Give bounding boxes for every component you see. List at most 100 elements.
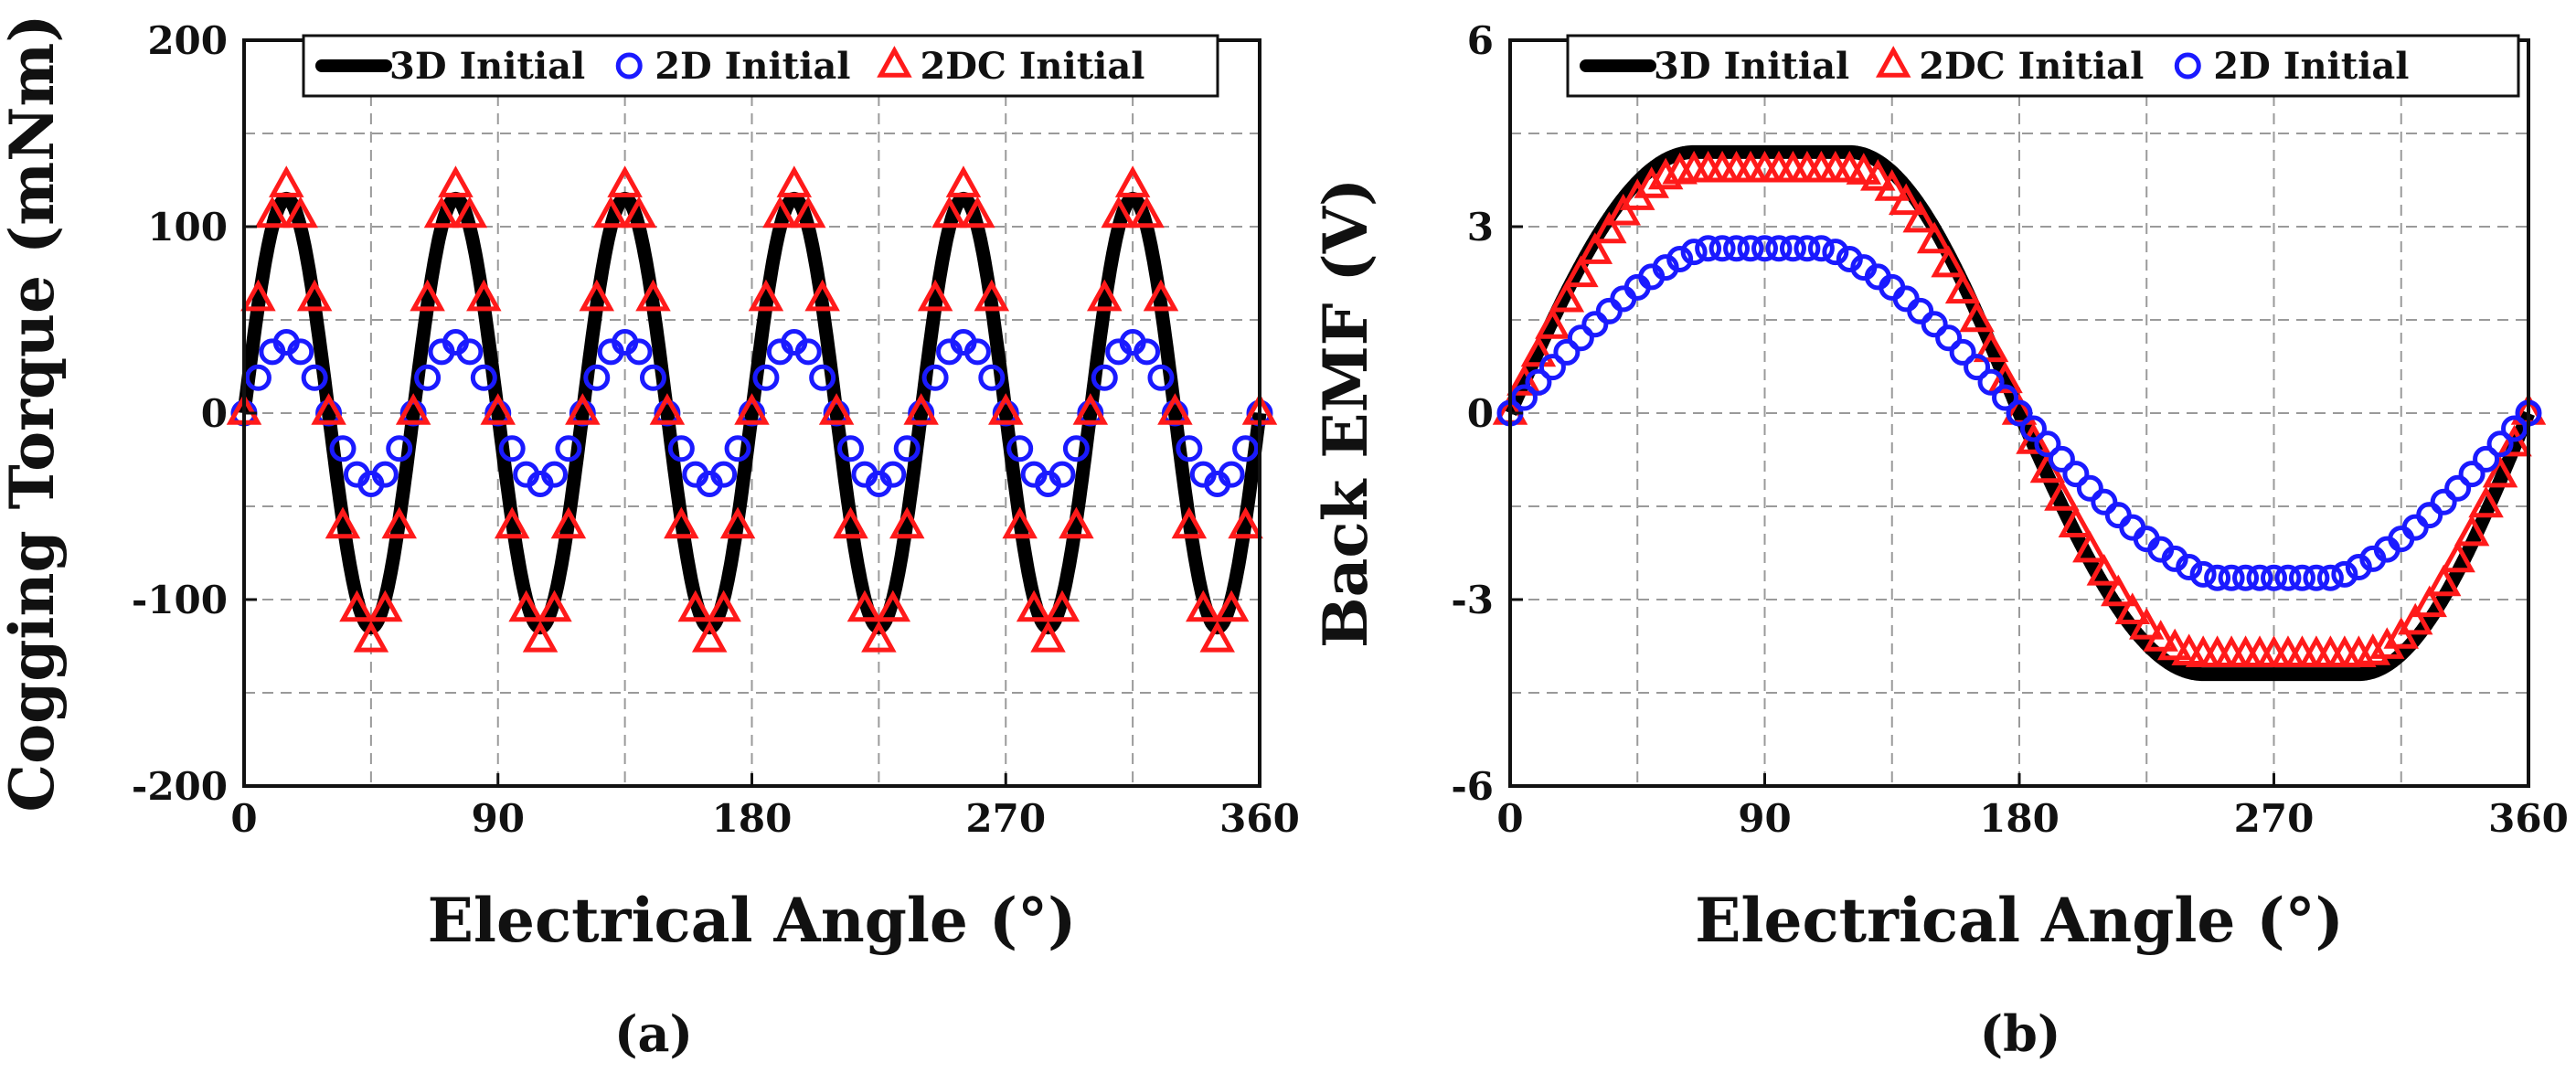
data-point xyxy=(960,196,995,228)
data-point xyxy=(1044,590,1080,622)
data-point xyxy=(381,506,417,539)
data-point xyxy=(691,620,728,653)
legend-item: 2D Initial xyxy=(615,45,850,88)
data-point xyxy=(1549,280,1585,313)
data-point xyxy=(1822,239,1849,266)
series-3d-initial xyxy=(237,191,1267,635)
data-point xyxy=(710,461,738,488)
data-point xyxy=(1964,354,1991,381)
data-point xyxy=(1218,461,1245,488)
data-point xyxy=(1002,506,1038,539)
data-point xyxy=(893,435,921,462)
data-point xyxy=(244,364,271,391)
data-point xyxy=(2425,564,2462,597)
legend-item: 3D Initial xyxy=(1580,45,1849,88)
legend-item: 2D Initial xyxy=(2174,45,2410,88)
data-point xyxy=(522,620,559,653)
data-point xyxy=(1030,620,1066,653)
legend-label: 3D Initial xyxy=(1654,45,1849,88)
legend-item: 3D Initial xyxy=(315,45,585,88)
data-point xyxy=(724,435,751,462)
data-point xyxy=(1186,590,1221,622)
y-tick-label: 6 xyxy=(1467,18,1494,63)
legend-triangle-swatch xyxy=(1875,46,1911,78)
data-point xyxy=(470,364,497,391)
data-point xyxy=(1157,393,1193,425)
data-point xyxy=(1737,235,1764,262)
data-point xyxy=(1949,338,1976,366)
data-point xyxy=(550,506,587,539)
legend-box xyxy=(1566,34,2520,98)
data-point xyxy=(625,338,653,366)
data-point xyxy=(1888,183,1924,216)
data-point xyxy=(1708,235,1736,262)
data-point xyxy=(579,279,615,312)
legend-label: 2D Initial xyxy=(655,45,850,88)
data-point xyxy=(2473,445,2500,473)
x-tick-label: 90 xyxy=(1738,796,1791,841)
data-point xyxy=(790,196,826,228)
data-point xyxy=(269,165,304,197)
data-point xyxy=(1723,235,1751,262)
data-point xyxy=(903,393,939,425)
data-point xyxy=(2218,564,2245,591)
data-point xyxy=(1807,235,1835,262)
x-tick-label: 360 xyxy=(1219,796,1300,841)
data-point xyxy=(2006,399,2033,427)
y-tick-label: 0 xyxy=(1467,391,1494,436)
data-point xyxy=(480,393,516,425)
data-point xyxy=(1931,245,1966,278)
data-point xyxy=(734,393,770,425)
chart-panel-a: 0 90 180 270 360 -200 -100 0 100 200 Electrical An… xyxy=(0,15,1300,1063)
data-point xyxy=(296,279,333,312)
data-point xyxy=(2458,461,2486,488)
data-point xyxy=(1577,232,1613,264)
x-tick-label: 180 xyxy=(1979,796,2060,841)
data-point xyxy=(978,364,1006,391)
data-point xyxy=(540,461,568,488)
data-point xyxy=(494,506,530,539)
data-point xyxy=(677,590,714,622)
data-point xyxy=(833,506,868,539)
data-point xyxy=(438,165,474,197)
data-point xyxy=(2058,505,2094,538)
data-point xyxy=(1520,335,1557,367)
data-point xyxy=(2019,415,2047,442)
data-point xyxy=(1062,435,1090,462)
data-point xyxy=(1634,166,1669,198)
data-point xyxy=(621,196,657,228)
series-2dc-initial xyxy=(226,165,1278,653)
data-point xyxy=(2496,424,2532,457)
data-point xyxy=(667,435,695,462)
y-tick-label: 200 xyxy=(147,18,228,63)
y-tick-label: -3 xyxy=(1451,578,1494,622)
data-point xyxy=(1944,271,1981,304)
data-point xyxy=(706,590,741,622)
data-point xyxy=(2114,592,2151,625)
data-point xyxy=(1794,235,1821,262)
data-point xyxy=(1538,354,1566,381)
panel-label: (b) xyxy=(1980,1004,2061,1063)
data-point xyxy=(2232,564,2260,591)
data-point xyxy=(555,435,582,462)
data-point xyxy=(2086,553,2123,586)
data-point xyxy=(1935,324,1963,352)
data-point xyxy=(1232,435,1260,462)
data-point xyxy=(456,338,484,366)
data-point xyxy=(879,461,907,488)
data-point xyxy=(2062,461,2090,488)
data-point xyxy=(2288,564,2315,591)
data-point xyxy=(1902,200,1938,233)
legend-item: 2DC Initial xyxy=(877,45,1145,88)
data-point xyxy=(452,196,488,228)
data-point xyxy=(2204,564,2231,591)
data-point xyxy=(2156,628,2193,661)
x-tick-label: 180 xyxy=(712,796,793,841)
y-axis-label: Cogging Torque (mNm) xyxy=(0,15,68,813)
data-point xyxy=(325,506,361,539)
data-point xyxy=(2482,455,2518,488)
data-point xyxy=(639,364,666,391)
data-point xyxy=(1048,461,1076,488)
data-point xyxy=(2101,574,2136,607)
data-point xyxy=(508,590,544,622)
